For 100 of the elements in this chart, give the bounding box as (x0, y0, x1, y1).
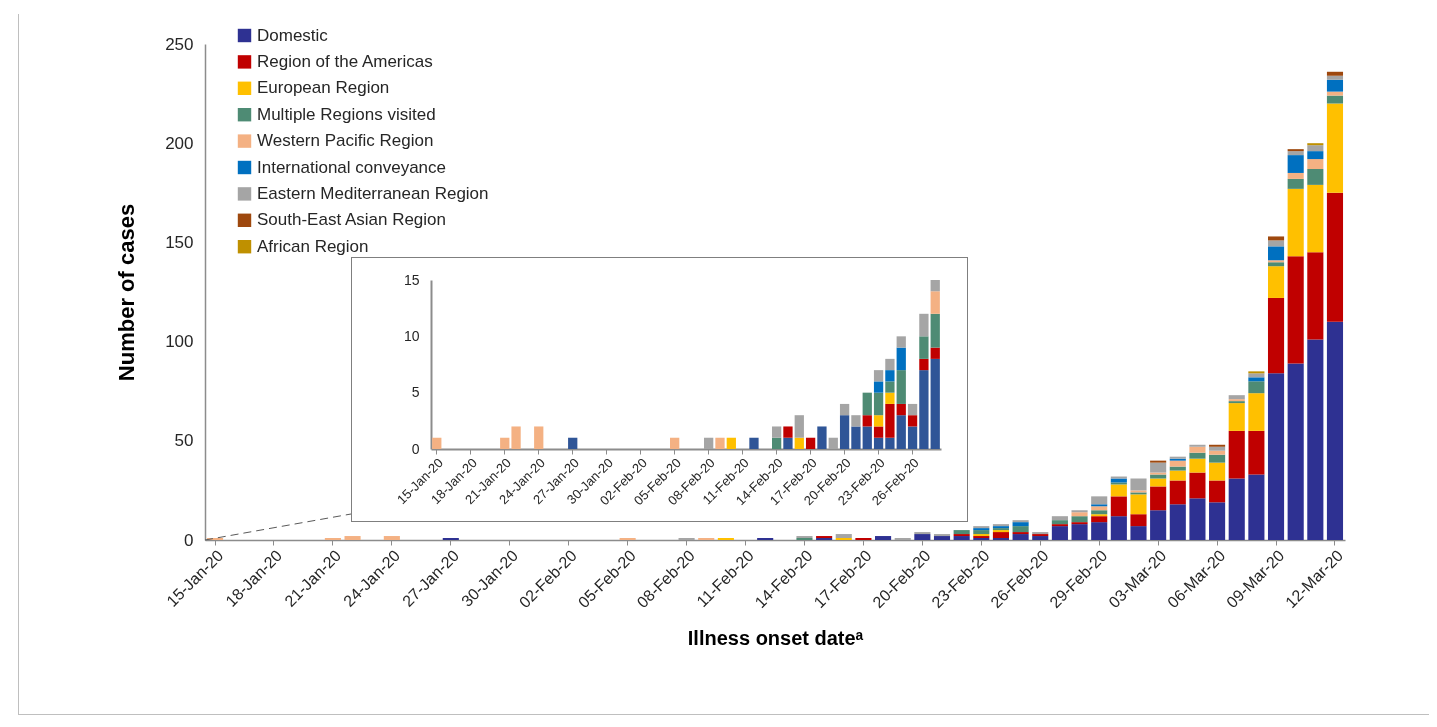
bar (1287, 172, 1304, 179)
bar (1287, 363, 1304, 540)
bar (783, 426, 793, 438)
bar (1209, 502, 1226, 540)
bar (885, 358, 895, 371)
bar (1326, 91, 1344, 96)
bar (783, 437, 793, 449)
bar (1071, 524, 1088, 540)
bar (1169, 466, 1186, 471)
bar (1307, 252, 1324, 340)
y-tick-label: 10 (403, 327, 420, 344)
bar (1307, 168, 1324, 185)
bar (862, 415, 872, 427)
bar (1012, 534, 1029, 540)
bar (1150, 478, 1167, 487)
bar (1287, 256, 1304, 364)
bar (568, 437, 578, 449)
bar (885, 381, 895, 393)
bar (885, 370, 895, 382)
bar (1248, 474, 1265, 540)
bar (930, 358, 940, 449)
bar (896, 347, 906, 371)
bar (828, 437, 838, 449)
bar (1209, 480, 1226, 503)
bar (771, 437, 782, 449)
bar (344, 536, 361, 540)
bar (1287, 178, 1304, 189)
bar (670, 437, 680, 449)
bar (930, 280, 940, 292)
bar (885, 392, 895, 404)
y-axis-title: Number of cases (114, 203, 140, 382)
bar (1307, 339, 1324, 540)
bar (1267, 373, 1285, 540)
y-tick-label: 250 (165, 34, 194, 54)
bar (1287, 151, 1304, 156)
bar (1169, 504, 1186, 540)
bar (1228, 478, 1245, 540)
bar (839, 403, 850, 416)
bar (1130, 478, 1147, 491)
bar (383, 536, 400, 540)
bar (1228, 403, 1245, 431)
bar (1209, 450, 1226, 455)
bar (1287, 188, 1304, 257)
bar (1209, 462, 1226, 481)
bar (873, 415, 884, 427)
bar (1326, 71, 1344, 76)
legend-label: Western Pacific Region (257, 131, 434, 151)
y-tick-label: 0 (411, 440, 420, 457)
bar (1326, 321, 1344, 540)
bar (1267, 297, 1285, 374)
legend-label: South-East Asian Region (257, 210, 447, 230)
bar (1267, 236, 1285, 241)
bar (511, 426, 521, 449)
bar (875, 536, 892, 540)
legend-label: Multiple Regions visited (257, 104, 436, 124)
bar (1071, 512, 1088, 517)
bar (1169, 460, 1186, 467)
legend-label: Eastern Mediterranean Region (257, 183, 489, 203)
bar (1267, 262, 1285, 267)
bar (1248, 430, 1265, 475)
bar (835, 534, 852, 539)
bar (914, 534, 931, 540)
bar (1110, 484, 1127, 497)
bar (873, 370, 884, 382)
bar (1012, 526, 1029, 533)
legend-label: Domestic (257, 25, 329, 45)
bar (1307, 184, 1324, 253)
bar (1150, 486, 1167, 511)
bar (1110, 478, 1127, 483)
bar (1326, 75, 1344, 80)
bar (1150, 510, 1167, 540)
bar (862, 426, 872, 449)
bar (851, 415, 861, 427)
bar (907, 403, 918, 416)
bar (726, 437, 736, 449)
bar (1169, 480, 1186, 505)
bar (896, 370, 906, 404)
bar (839, 415, 850, 449)
y-tick-label: 200 (165, 133, 194, 153)
bar (1326, 192, 1344, 322)
bar (919, 313, 929, 337)
bar (930, 347, 940, 359)
bar (1228, 395, 1245, 400)
bar (1326, 103, 1344, 193)
bar (1189, 472, 1206, 499)
bar (1110, 516, 1127, 540)
y-tick-label: 150 (165, 232, 194, 252)
bar (1248, 393, 1265, 431)
bar (1267, 240, 1285, 247)
bar (1209, 446, 1226, 451)
bar (1248, 377, 1265, 382)
bar (896, 403, 906, 416)
bar (885, 403, 895, 438)
bar (873, 437, 884, 449)
bar (1071, 516, 1088, 523)
bar (704, 437, 714, 449)
bar (1169, 470, 1186, 481)
bar (817, 426, 827, 449)
bar (1307, 159, 1324, 169)
bar (873, 426, 884, 438)
